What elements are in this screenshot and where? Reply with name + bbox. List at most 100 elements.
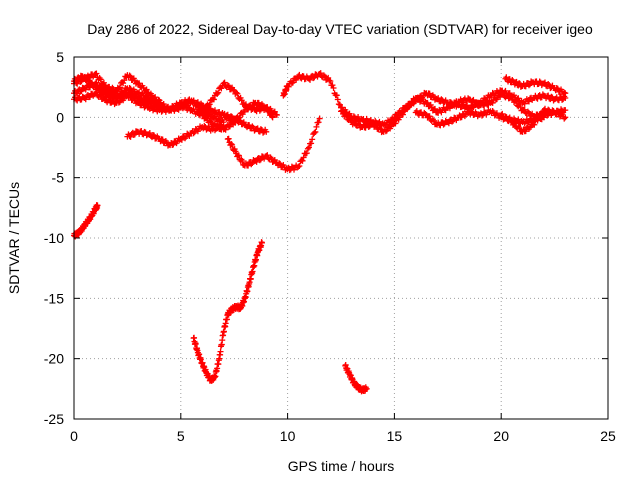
data-point — [435, 95, 442, 102]
data-point — [525, 82, 532, 89]
data-point — [541, 79, 548, 86]
data-point — [304, 145, 311, 152]
data-point — [218, 85, 225, 92]
data-point — [224, 82, 231, 89]
x-tick-label: 5 — [177, 428, 185, 444]
data-point — [216, 115, 223, 122]
y-tick-label: -5 — [52, 170, 65, 186]
data-point — [326, 77, 333, 84]
data-point — [94, 202, 101, 209]
data-point — [264, 152, 271, 159]
data-point — [295, 163, 302, 170]
data-point — [333, 92, 340, 99]
data-point — [289, 79, 296, 86]
data-point — [426, 113, 433, 120]
data-point — [186, 133, 193, 140]
data-point — [74, 90, 81, 97]
y-tick-label: 5 — [56, 49, 64, 65]
x-tick-label: 15 — [387, 428, 403, 444]
ticks-layer: 0 5 10 15 20 25 5 0 -5 -10 -15 -20 -25 — [44, 49, 616, 444]
data-point — [458, 114, 465, 121]
data-point — [225, 135, 232, 142]
data-point — [225, 82, 232, 89]
data-point — [320, 72, 327, 79]
data-point — [229, 141, 236, 148]
data-point — [426, 90, 433, 97]
data-point — [343, 112, 350, 119]
data-point — [303, 150, 310, 157]
data-point — [424, 99, 431, 106]
data-point — [351, 119, 358, 126]
data-point — [217, 348, 224, 355]
data-point — [311, 129, 318, 136]
data-point — [536, 78, 543, 85]
data-point — [362, 124, 369, 131]
y-tick-label: 0 — [56, 109, 64, 125]
data-point — [203, 114, 210, 121]
data-point — [499, 110, 506, 117]
data-point — [403, 105, 410, 112]
data-point — [216, 108, 223, 115]
data-point — [156, 97, 163, 104]
data-point — [516, 80, 523, 87]
data-point — [512, 120, 519, 127]
y-tick-label: -20 — [44, 351, 64, 367]
data-point — [222, 126, 229, 133]
data-point — [562, 90, 569, 97]
data-point — [300, 154, 307, 161]
data-point — [493, 96, 500, 103]
data-point — [170, 141, 177, 148]
data-point — [271, 108, 278, 115]
data-point — [221, 110, 228, 117]
data-point — [267, 154, 274, 161]
data-point — [329, 82, 336, 89]
data-point — [230, 86, 237, 93]
data-point — [221, 79, 228, 86]
data-point — [239, 158, 246, 165]
data-point — [238, 97, 245, 104]
data-point — [559, 96, 566, 103]
data-point — [545, 92, 552, 99]
data-point — [155, 135, 162, 142]
data-point — [82, 96, 89, 103]
data-point — [407, 102, 414, 109]
data-point — [317, 70, 324, 77]
data-point — [315, 119, 322, 126]
data-point — [202, 107, 209, 114]
data-point — [489, 99, 496, 106]
data-point — [126, 85, 133, 92]
data-point — [273, 111, 280, 118]
data-point — [334, 96, 341, 103]
x-tick-label: 25 — [600, 428, 616, 444]
y-tick-label: -10 — [44, 230, 64, 246]
data-point — [288, 80, 295, 87]
y-tick-label: -25 — [44, 411, 64, 427]
data-point — [521, 106, 528, 113]
data-point — [234, 90, 241, 97]
data-point — [534, 95, 541, 102]
data-point — [141, 128, 148, 135]
data-point — [382, 128, 389, 135]
data-point — [246, 122, 253, 129]
data-point — [254, 125, 261, 132]
data-point — [136, 80, 143, 87]
data-point — [535, 115, 542, 122]
data-point — [116, 84, 123, 91]
data-point — [233, 89, 240, 96]
data-point — [483, 97, 490, 104]
data-point — [235, 115, 242, 122]
data-point — [226, 123, 233, 130]
data-point — [206, 101, 213, 108]
data-point — [422, 110, 429, 117]
data-point — [308, 140, 315, 147]
data-point — [363, 385, 370, 392]
data-point — [194, 101, 201, 108]
data-point — [438, 96, 445, 103]
data-point — [313, 123, 320, 130]
data-point — [126, 72, 133, 79]
x-tick-label: 20 — [493, 428, 509, 444]
data-point — [545, 81, 552, 88]
data-point — [256, 157, 263, 164]
data-point — [91, 82, 98, 89]
data-point — [225, 114, 232, 121]
